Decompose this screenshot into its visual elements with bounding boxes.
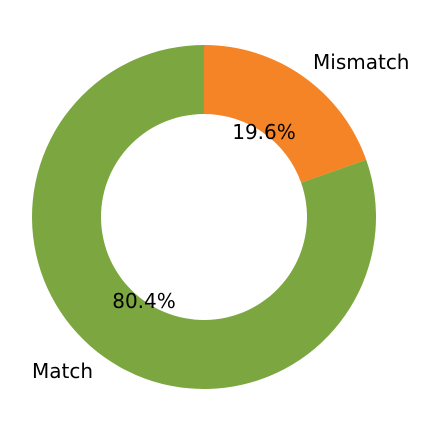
category-label-mismatch: Mismatch <box>313 50 409 74</box>
percent-label-match: 80.4% <box>112 289 176 313</box>
donut-slices <box>31 45 376 389</box>
percent-label-mismatch: 19.6% <box>232 120 296 144</box>
slice-mismatch <box>204 45 367 183</box>
slice-match <box>31 45 376 389</box>
category-label-match: Match <box>32 359 93 383</box>
